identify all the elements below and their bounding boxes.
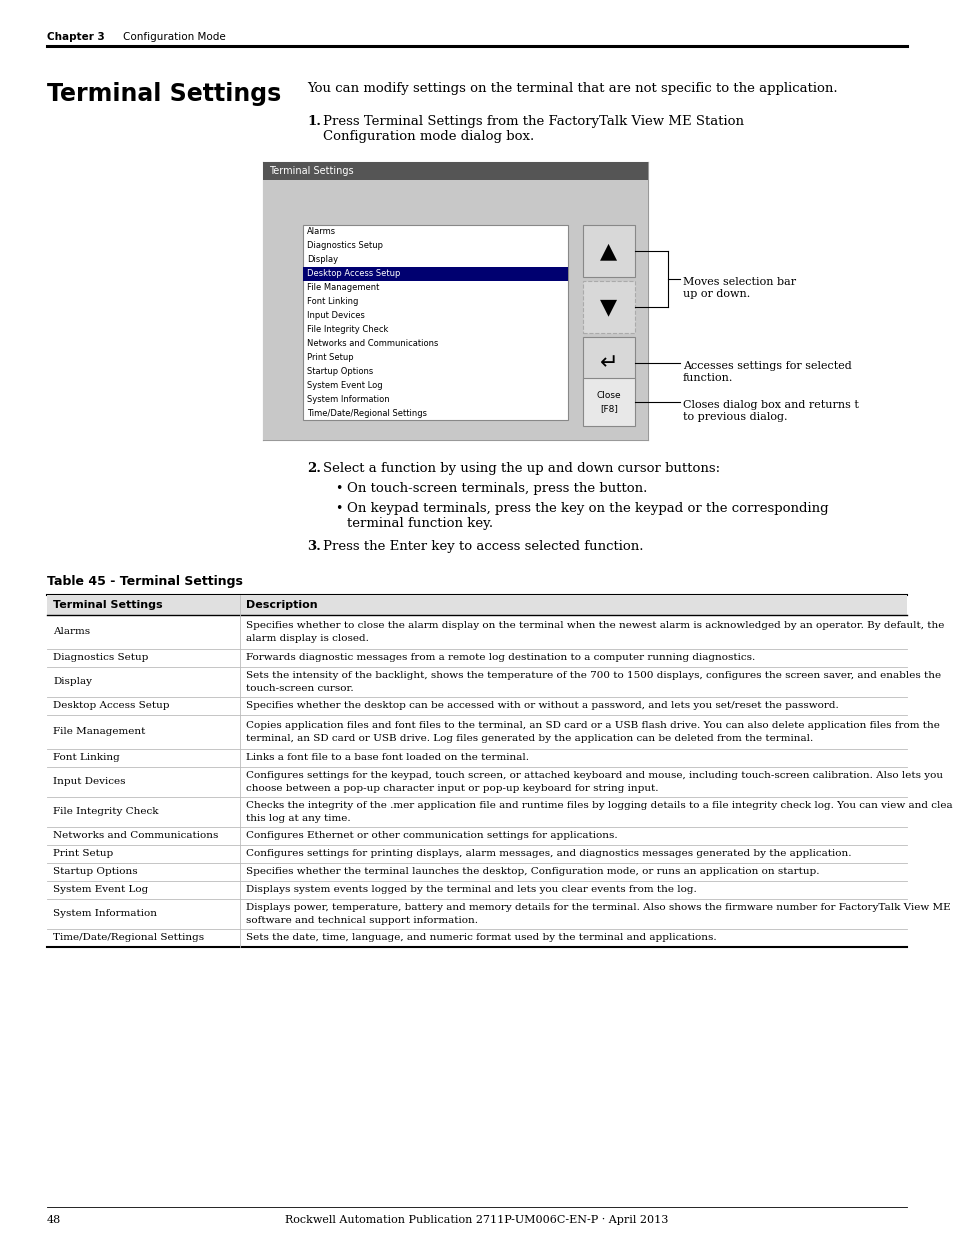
Text: System Information: System Information xyxy=(307,395,389,404)
Text: File Management: File Management xyxy=(307,283,379,293)
Text: Input Devices: Input Devices xyxy=(53,778,126,787)
Text: Font Linking: Font Linking xyxy=(53,753,120,762)
Text: Closes dialog box and returns t
to previous dialog.: Closes dialog box and returns t to previ… xyxy=(682,400,858,421)
Text: Display: Display xyxy=(53,678,91,687)
Text: Networks and Communications: Networks and Communications xyxy=(53,831,218,841)
Text: Specifies whether the terminal launches the desktop, Configuration mode, or runs: Specifies whether the terminal launches … xyxy=(246,867,819,877)
Text: ↵: ↵ xyxy=(599,353,618,373)
Text: Moves selection bar
up or down.: Moves selection bar up or down. xyxy=(682,277,796,299)
Text: Sets the date, time, language, and numeric format used by the terminal and appli: Sets the date, time, language, and numer… xyxy=(246,934,716,942)
Text: •: • xyxy=(335,482,342,495)
Text: Startup Options: Startup Options xyxy=(53,867,137,877)
Text: Checks the integrity of the .mer application file and runtime files by logging d: Checks the integrity of the .mer applica… xyxy=(246,802,953,810)
Text: Desktop Access Setup: Desktop Access Setup xyxy=(53,701,170,710)
Text: On touch-screen terminals, press the button.: On touch-screen terminals, press the but… xyxy=(347,482,647,495)
Text: System Information: System Information xyxy=(53,909,157,919)
Bar xyxy=(582,337,635,389)
Bar xyxy=(582,225,635,277)
Text: 48: 48 xyxy=(47,1215,61,1225)
Text: Accesses settings for selected
function.: Accesses settings for selected function. xyxy=(682,361,851,383)
Text: Diagnostics Setup: Diagnostics Setup xyxy=(53,653,149,662)
Bar xyxy=(582,282,635,333)
Text: Time/Date/Regional Settings: Time/Date/Regional Settings xyxy=(307,409,427,417)
Text: Chapter 3: Chapter 3 xyxy=(47,32,105,42)
Text: Displays system events logged by the terminal and lets you clear events from the: Displays system events logged by the ter… xyxy=(246,885,696,894)
Text: Forwards diagnostic messages from a remote log destination to a computer running: Forwards diagnostic messages from a remo… xyxy=(246,653,755,662)
Text: Links a font file to a base font loaded on the terminal.: Links a font file to a base font loaded … xyxy=(246,753,529,762)
Text: Alarms: Alarms xyxy=(307,227,335,236)
Bar xyxy=(582,378,635,426)
Bar xyxy=(263,162,647,440)
Text: 1.: 1. xyxy=(307,115,320,128)
Text: ▼: ▼ xyxy=(599,296,617,317)
Text: You can modify settings on the terminal that are not specific to the application: You can modify settings on the terminal … xyxy=(307,82,837,95)
Text: File Integrity Check: File Integrity Check xyxy=(307,325,388,333)
Text: Specifies whether to close the alarm display on the terminal when the newest ala: Specifies whether to close the alarm dis… xyxy=(246,621,943,630)
Text: Rockwell Automation Publication 2711P-UM006C-EN-P · April 2013: Rockwell Automation Publication 2711P-UM… xyxy=(285,1215,668,1225)
Text: touch-screen cursor.: touch-screen cursor. xyxy=(246,684,354,693)
Text: Terminal Settings: Terminal Settings xyxy=(53,600,162,610)
Text: Print Setup: Print Setup xyxy=(53,850,113,858)
Text: Close
[F8]: Close [F8] xyxy=(596,391,620,412)
Text: ▲: ▲ xyxy=(599,241,617,261)
Text: File Management: File Management xyxy=(53,727,145,736)
Bar xyxy=(303,267,567,280)
Text: terminal, an SD card or USB drive. Log files generated by the application can be: terminal, an SD card or USB drive. Log f… xyxy=(246,734,812,743)
Text: Press the Enter key to access selected function.: Press the Enter key to access selected f… xyxy=(323,540,643,553)
Text: On keypad terminals, press the key on the keypad or the corresponding
terminal f: On keypad terminals, press the key on th… xyxy=(347,501,828,530)
Text: Configures settings for the keypad, touch screen, or attached keyboard and mouse: Configures settings for the keypad, touc… xyxy=(246,771,942,781)
Text: Networks and Communications: Networks and Communications xyxy=(307,338,438,348)
Text: Press Terminal Settings from the FactoryTalk View ME Station
Configuration mode : Press Terminal Settings from the Factory… xyxy=(323,115,743,143)
Text: Font Linking: Font Linking xyxy=(307,298,358,306)
Text: Configures settings for printing displays, alarm messages, and diagnostics messa: Configures settings for printing display… xyxy=(246,850,851,858)
Bar xyxy=(303,225,567,420)
Text: Copies application files and font files to the terminal, an SD card or a USB fla: Copies application files and font files … xyxy=(246,721,939,730)
Text: Table 45 - Terminal Settings: Table 45 - Terminal Settings xyxy=(47,576,243,588)
Text: Sets the intensity of the backlight, shows the temperature of the 700 to 1500 di: Sets the intensity of the backlight, sho… xyxy=(246,671,941,680)
Text: Description: Description xyxy=(246,600,317,610)
Text: Input Devices: Input Devices xyxy=(307,311,364,320)
Text: this log at any time.: this log at any time. xyxy=(246,814,351,823)
Text: Display: Display xyxy=(307,256,337,264)
Text: Diagnostics Setup: Diagnostics Setup xyxy=(307,241,382,251)
Text: Alarms: Alarms xyxy=(53,627,90,636)
Text: Time/Date/Regional Settings: Time/Date/Regional Settings xyxy=(53,934,204,942)
Text: File Integrity Check: File Integrity Check xyxy=(53,808,158,816)
Text: choose between a pop-up character input or pop-up keyboard for string input.: choose between a pop-up character input … xyxy=(246,784,658,793)
Text: Terminal Settings: Terminal Settings xyxy=(269,165,354,177)
Bar xyxy=(263,162,647,180)
Text: Specifies whether the desktop can be accessed with or without a password, and le: Specifies whether the desktop can be acc… xyxy=(246,701,838,710)
Text: software and technical support information.: software and technical support informati… xyxy=(246,916,477,925)
Bar xyxy=(47,595,906,615)
Text: Desktop Access Setup: Desktop Access Setup xyxy=(307,269,400,278)
Text: Terminal Settings: Terminal Settings xyxy=(47,82,281,106)
Text: System Event Log: System Event Log xyxy=(53,885,148,894)
Text: 2.: 2. xyxy=(307,462,320,475)
Text: alarm display is closed.: alarm display is closed. xyxy=(246,634,369,643)
Text: Print Setup: Print Setup xyxy=(307,353,354,362)
Text: Startup Options: Startup Options xyxy=(307,367,373,375)
Text: Select a function by using the up and down cursor buttons:: Select a function by using the up and do… xyxy=(323,462,720,475)
Text: 3.: 3. xyxy=(307,540,320,553)
Text: Configures Ethernet or other communication settings for applications.: Configures Ethernet or other communicati… xyxy=(246,831,617,841)
Text: •: • xyxy=(335,501,342,515)
Text: Displays power, temperature, battery and memory details for the terminal. Also s: Displays power, temperature, battery and… xyxy=(246,903,949,911)
Text: Configuration Mode: Configuration Mode xyxy=(110,32,226,42)
Text: System Event Log: System Event Log xyxy=(307,380,382,390)
